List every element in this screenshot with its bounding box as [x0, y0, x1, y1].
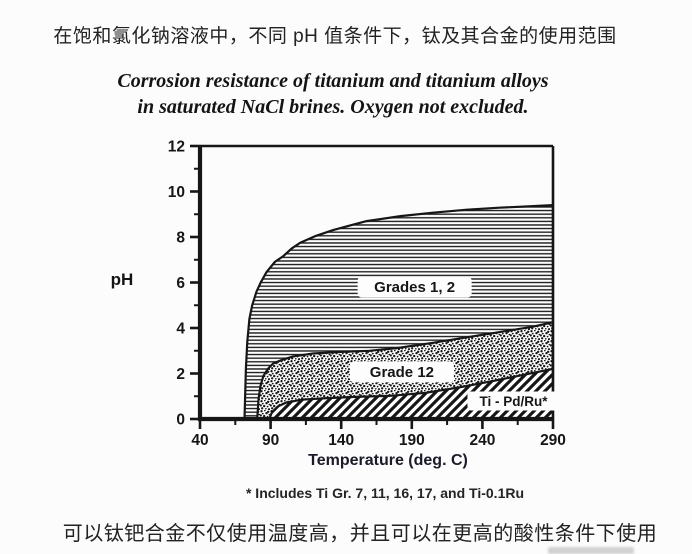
y-tick-label: 4 — [176, 321, 185, 338]
region-label: Grades 1, 2 — [374, 279, 455, 296]
x-tick-label: 140 — [328, 432, 354, 449]
x-tick-label: 40 — [191, 432, 208, 449]
region-label-box — [349, 361, 454, 383]
x-tick-label: 190 — [399, 432, 425, 449]
y-tick-label: 10 — [168, 184, 185, 201]
scan-smudge-artifact — [548, 547, 634, 554]
y-tick-label: 0 — [176, 412, 185, 429]
region-label: Grade 12 — [370, 364, 434, 381]
y-tick-label: 6 — [176, 275, 185, 292]
figure-title: Corrosion resistance of titanium and tit… — [0, 68, 679, 120]
x-tick-label: 90 — [262, 432, 279, 449]
x-tick-label: 290 — [540, 432, 566, 449]
caption-top-zh: 在饱和氯化钠溶液中，不同 pH 值条件下，钛及其合金的使用范围 — [53, 26, 617, 47]
chart-footnote: * Includes Ti Gr. 7, 11, 16, 17, and Ti-… — [245, 485, 525, 501]
y-tick-label: 12 — [168, 139, 185, 156]
region-label-box — [467, 391, 560, 411]
x-axis-title: Temperature (deg. C) — [308, 452, 468, 469]
caption-bottom-zh: 可以钛钯合金不仅使用温度高，并且可以在更高的酸性条件下使用 — [62, 523, 658, 545]
y-tick-label: 2 — [176, 366, 185, 383]
y-axis-title: pH — [110, 270, 134, 289]
x-tick-label: 240 — [469, 432, 495, 449]
region-label-box — [357, 276, 472, 298]
region-label: Ti - Pd/Ru* — [479, 394, 548, 409]
y-tick-label: 8 — [176, 230, 185, 247]
figure-title-line-2: in saturated NaCl brines. Oxygen not exc… — [137, 96, 529, 118]
figure-title-line-1: Corrosion resistance of titanium and tit… — [117, 70, 549, 92]
